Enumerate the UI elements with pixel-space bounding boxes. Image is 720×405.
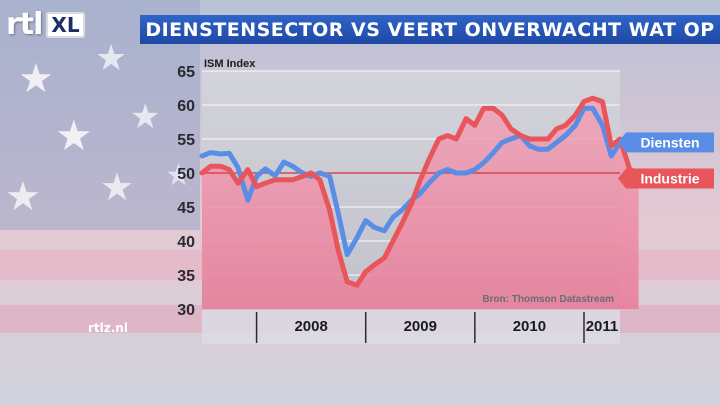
flag-star-icon: ★ [95,38,127,79]
industrie-area-fill [202,98,639,309]
flag-star-icon: ★ [18,56,54,102]
flag-star-icon: ★ [165,158,192,193]
title-bar: DIENSTENSECTOR VS VEERT ONVERWACHT WAT O… [140,15,720,44]
legend-label: Industrie [640,170,699,186]
y-tick-label: 40 [177,234,195,251]
x-tick-label: 2009 [404,318,437,335]
legend: Diensten Industrie [618,132,714,189]
legend-tag [618,168,714,189]
logo-xl: XL [46,12,85,38]
y-tick-label: 30 [177,302,195,319]
x-tick-label: 2011 [586,318,619,335]
y-axis-label: ISM Index [204,58,256,70]
logo-rtl: rtl [6,7,43,42]
flag-star-icon: ★ [130,97,160,137]
rtl-xl-logo: rtl XL [6,8,85,42]
industrie-area [202,98,639,309]
series-lines [199,95,642,288]
y-tick-label: 50 [177,166,195,183]
y-tick-label: 45 [177,200,195,217]
x-axis-band [202,310,620,344]
x-tick-label: 2010 [513,318,546,335]
y-tick-label: 60 [177,98,195,115]
x-axis: 2008 2009 2010 2011 [255,312,619,343]
industrie-line [199,95,642,288]
legend-label: Diensten [640,134,699,150]
site-url: rtlz.nl [88,321,128,335]
legend-item: Industrie [618,168,714,189]
y-tick-label: 65 [177,64,195,81]
flag-star-icon: ★ [55,111,93,160]
y-tick-label: 55 [177,132,195,149]
legend-item: Diensten [618,132,714,153]
flag-star-icon: ★ [5,174,41,220]
legend-tag [618,132,714,153]
y-tick-labels: 30 35 40 45 50 55 60 65 [177,64,195,319]
source-label: Bron: Thomson Datastream [482,294,614,305]
y-tick-label: 35 [177,268,195,285]
x-tick-label: 2008 [294,318,327,335]
flag-star-icon: ★ [100,165,134,209]
chart-title: DIENSTENSECTOR VS VEERT ONVERWACHT WAT O… [145,18,715,41]
